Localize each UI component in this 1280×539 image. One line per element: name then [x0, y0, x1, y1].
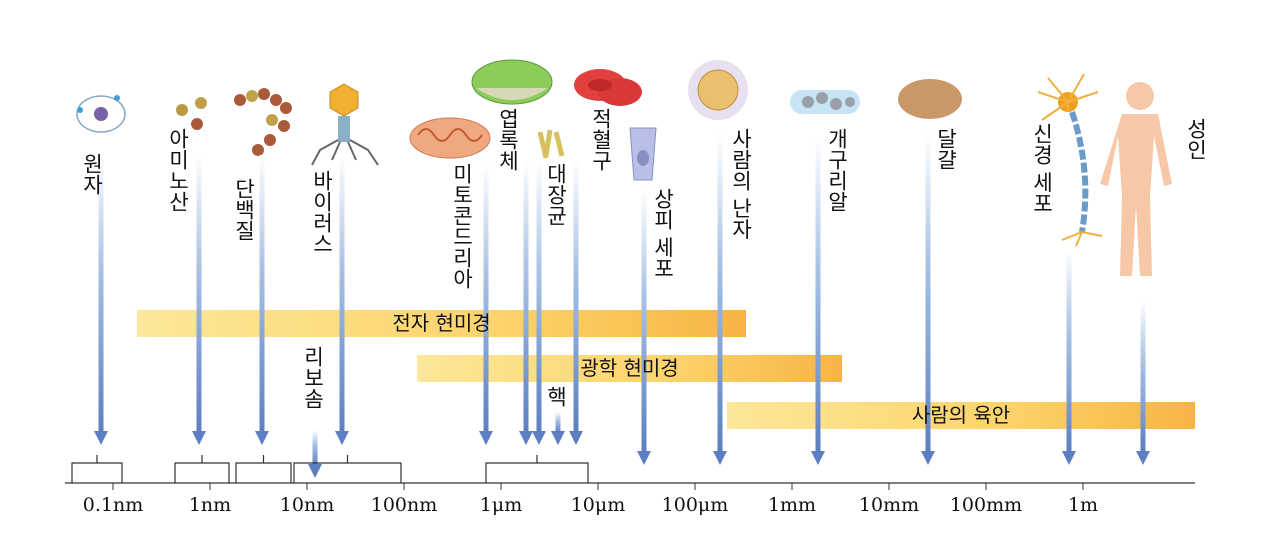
range-bracket [71, 455, 123, 483]
item-label: 사람의 난자 [729, 128, 753, 240]
arrow-head [1062, 451, 1076, 465]
arrow-shaft [339, 155, 345, 433]
range-bracket [293, 455, 402, 483]
item-label: 성인 [1184, 118, 1208, 160]
arrow-shaft [717, 135, 723, 453]
item-label: 상피 세포 [651, 188, 675, 279]
arrow-shaft [196, 155, 202, 433]
arrow-shaft [1066, 250, 1072, 453]
item-label: 달걀 [934, 128, 958, 170]
item-label: 미토콘드리아 [450, 163, 474, 289]
item-label: 핵 [544, 386, 568, 407]
arrow-head [519, 431, 533, 445]
range-bracket [174, 455, 230, 483]
arrow-shaft [925, 135, 931, 453]
arrow-head [532, 431, 546, 445]
range-bar [727, 402, 1195, 429]
axis-tick-label: 1mm [767, 494, 817, 516]
arrow-shaft [573, 160, 579, 433]
arrow-shaft [555, 412, 561, 433]
axis-tick-label: 100μm [661, 494, 729, 516]
range-label: 광학 현미경 [580, 356, 679, 380]
range-label: 전자 현미경 [392, 311, 491, 335]
arrow-head [335, 431, 349, 445]
axis-tick-label: 10mm [858, 494, 920, 516]
axis-tick-label: 1nm [188, 494, 232, 516]
arrow-head [921, 451, 935, 465]
arrow-head [192, 431, 206, 445]
range-bracket [485, 455, 589, 483]
arrow-shaft [312, 430, 318, 466]
arrow-head [479, 431, 493, 445]
axis-tick-label: 0.1nm [82, 494, 144, 516]
illustrations [76, 59, 1172, 276]
arrow-shaft [815, 140, 821, 453]
arrow-shaft [483, 165, 489, 433]
arrow-shaft [259, 155, 265, 433]
item-label: 적혈구 [589, 108, 613, 171]
item-label: 바이러스 [310, 170, 334, 254]
axis-tick-label: 10nm [279, 494, 335, 516]
axis-tick-label: 1μm [479, 494, 523, 516]
range-label: 사람의 육안 [911, 403, 1011, 427]
item-label: 원자 [80, 153, 104, 195]
arrow-head [551, 431, 565, 445]
item-label: 신경 세포 [1030, 123, 1054, 214]
axis-tick-label: 1m [1067, 494, 1099, 516]
axis-tick-label: 10μm [570, 494, 626, 516]
arrow-shaft [1140, 300, 1146, 453]
arrow-head [1136, 451, 1150, 465]
arrow-head [569, 431, 583, 445]
item-label: 대장균 [544, 163, 568, 226]
arrow-shaft [523, 160, 529, 433]
arrow-shaft [536, 160, 542, 433]
arrow-head [637, 451, 651, 465]
axis-tick-label: 100mm [949, 494, 1023, 516]
arrow-shaft [98, 155, 104, 433]
item-label: 단백질 [232, 178, 256, 241]
item-label: 리보솜 [301, 346, 325, 409]
arrow-head [713, 451, 727, 465]
arrow-head [811, 451, 825, 465]
range-bracket [235, 455, 292, 483]
axis-tick-label: 100nm [370, 494, 438, 516]
arrow-head [94, 431, 108, 445]
item-label: 엽록체 [496, 108, 520, 171]
arrow-head [308, 464, 322, 478]
item-label: 개구리알 [825, 128, 849, 212]
arrow-head [255, 431, 269, 445]
item-label: 아미노산 [166, 128, 190, 212]
arrow-shaft [641, 190, 647, 453]
